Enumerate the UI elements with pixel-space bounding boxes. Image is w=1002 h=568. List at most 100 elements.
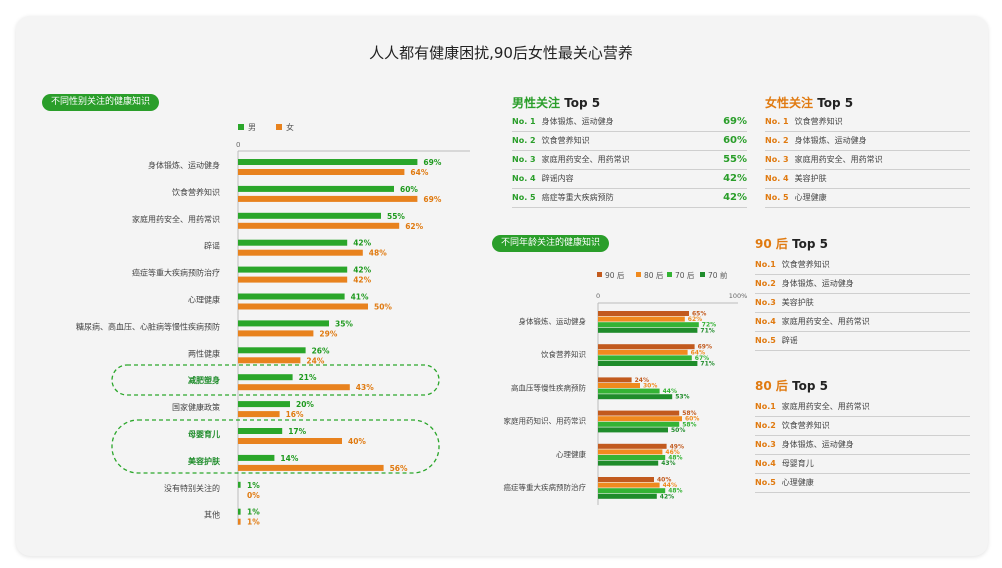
bar-female <box>238 195 418 202</box>
legend-label-female: 女 <box>286 122 294 132</box>
rank-number: No. 1 <box>512 117 536 126</box>
female-top5-title: 女性关注 Top 5 <box>765 94 853 111</box>
top90-row: No.5 辟谣 <box>755 332 970 351</box>
female_top-row: No. 3 家庭用药安全、用药常识 <box>765 151 970 170</box>
age-category-label: 家庭用药知识、用药常识 <box>504 416 587 426</box>
rank-label: 身体锻炼、运动健身 <box>541 117 614 126</box>
age-value-label: 69% <box>698 344 712 351</box>
age-bar <box>598 427 668 433</box>
bar-female <box>238 357 301 364</box>
legend-label-age: 80 后 <box>644 270 664 280</box>
bar-male <box>238 239 348 246</box>
top90-title-suffix: Top 5 <box>792 237 829 251</box>
bar-female <box>238 518 241 525</box>
legend-swatch-female <box>276 124 282 130</box>
bar-female <box>238 303 368 310</box>
bar-male <box>238 159 418 165</box>
age-category-label: 高血压等慢性疾病预防 <box>511 382 586 392</box>
age-value-label: 48% <box>668 455 682 462</box>
top80-row: No.1 家庭用药安全、用药常识 <box>755 398 970 417</box>
value-label-male: 35% <box>335 319 353 328</box>
value-label-female: 0% <box>247 491 260 500</box>
male-top5-title: 男性关注 Top 5 <box>512 94 600 111</box>
value-label-male: 20% <box>296 400 314 409</box>
rank-label: 饮食营养知识 <box>541 136 590 145</box>
bar-male <box>238 212 381 219</box>
top90-title: 90 后 Top 5 <box>755 235 828 252</box>
rank-label: 饮食营养知识 <box>781 421 830 430</box>
rank-label: 家庭用药安全、用药常识 <box>781 402 870 411</box>
age-value-label: 44% <box>663 388 677 395</box>
top90-row: No.3 美容护肤 <box>755 294 970 313</box>
value-label-female: 64% <box>410 168 428 177</box>
age-value-label: 58% <box>682 410 696 417</box>
bar-female <box>238 169 405 175</box>
rank-label: 身体锻炼、运动健身 <box>781 440 854 449</box>
rank-label: 饮食营养知识 <box>794 117 843 126</box>
category-label: 其他 <box>204 510 220 520</box>
bar-male <box>238 185 394 192</box>
bar-male <box>238 266 348 273</box>
age-category-label: 身体锻炼、运动健身 <box>519 316 587 326</box>
age-category-label: 癌症等重大疾病预防治疗 <box>504 482 587 492</box>
bar-female <box>238 249 363 256</box>
rank-percent: 42% <box>723 192 747 203</box>
age-value-label: 46% <box>665 449 679 456</box>
top80-row: No.3 身体锻炼、运动健身 <box>755 436 970 455</box>
age-bar <box>598 383 640 388</box>
legend-label-male: 男 <box>248 123 256 132</box>
age-bar <box>598 482 660 488</box>
value-label-male: 42% <box>353 239 371 248</box>
top90-row: No.2 身体锻炼、运动健身 <box>755 275 970 294</box>
rank-number: No.4 <box>755 317 776 326</box>
female_top-row: No. 2 身体锻炼、运动健身 <box>765 132 970 151</box>
legend-swatch-age <box>597 272 602 277</box>
age-value-label: 72% <box>702 322 716 329</box>
legend-swatch-male <box>238 124 244 130</box>
rank-label: 美容护肤 <box>794 174 827 183</box>
rank-percent: 42% <box>723 173 747 184</box>
age-bar <box>598 311 689 316</box>
age-bar <box>598 443 667 449</box>
category-label: 癌症等重大疾病预防治疗 <box>132 268 220 278</box>
rank-label: 家庭用药安全、用药常识 <box>541 155 630 164</box>
value-label-male: 60% <box>400 185 418 194</box>
bar-male <box>238 401 290 408</box>
bar-male <box>238 293 345 300</box>
bar-female <box>238 411 280 418</box>
age-value-label: 71% <box>700 327 714 334</box>
category-label: 家庭用药安全、用药常识 <box>132 214 220 224</box>
top80-row: No.5 心理健康 <box>755 474 970 493</box>
age-bar <box>598 327 698 333</box>
top80-title: 80 后 Top 5 <box>755 377 828 394</box>
rank-label: 心理健康 <box>794 193 827 202</box>
category-label: 糖尿病、高血压、心脏病等慢性疾病预防 <box>76 321 220 331</box>
bar-female <box>238 276 348 283</box>
rank-number: No. 2 <box>512 136 536 145</box>
value-label-female: 1% <box>247 518 260 527</box>
category-label: 没有特别关注的 <box>164 483 220 493</box>
rank-number: No. 2 <box>765 136 789 145</box>
age-value-label: 67% <box>695 355 709 362</box>
age-bar <box>598 377 632 383</box>
age-bar <box>598 410 680 416</box>
rank-percent: 55% <box>723 154 747 165</box>
rank-label: 家庭用药安全、用药常识 <box>781 317 870 326</box>
rank-label: 饮食营养知识 <box>781 260 830 269</box>
value-label-male: 26% <box>312 346 330 355</box>
rank-number: No. 4 <box>765 174 789 183</box>
category-label: 身体锻炼、运动健身 <box>148 160 220 170</box>
value-label-female: 69% <box>423 195 441 204</box>
age-bar <box>598 460 659 466</box>
value-label-male: 1% <box>247 481 260 490</box>
male_top-row: No. 5 癌症等重大疾病预防 42% <box>512 189 747 208</box>
rank-number: No.1 <box>755 260 776 269</box>
value-label-male: 41% <box>351 293 369 302</box>
bar-female <box>238 222 400 229</box>
age-bar <box>598 349 688 355</box>
category-label: 饮食营养知识 <box>172 187 220 197</box>
age-value-label: 71% <box>700 361 714 368</box>
rank-number: No. 5 <box>765 193 789 202</box>
female_top-row: No. 4 美容护肤 <box>765 170 970 189</box>
age-category-label: 饮食营养知识 <box>541 349 586 359</box>
